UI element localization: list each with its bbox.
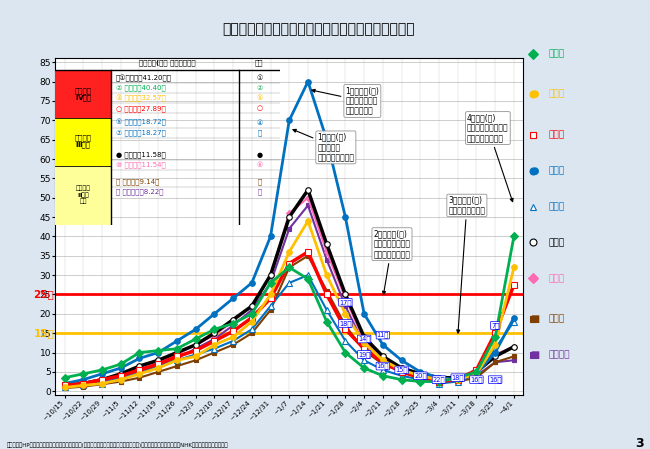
Text: 15位: 15位 [395, 367, 408, 373]
Text: ●: ● [530, 166, 539, 176]
Text: ▲: ▲ [530, 202, 538, 211]
Text: ⑮ 京都府：9.14人: ⑮ 京都府：9.14人 [116, 178, 159, 185]
Text: ⑯: ⑯ [257, 129, 261, 136]
Text: 3: 3 [635, 437, 644, 449]
Text: ⑤: ⑤ [256, 95, 263, 101]
Text: ② 沖縄県：40.40人: ② 沖縄県：40.40人 [116, 85, 166, 92]
Text: ◆: ◆ [530, 273, 538, 283]
Text: 厚生労働省HP「都道府県の医療提供体制等の状況(医療提供体制・監視体制・感染の状況)について（６指標）」及びNHK特設サイトなどから引用: 厚生労働省HP「都道府県の医療提供体制等の状況(医療提供体制・監視体制・感染の状… [6, 442, 228, 448]
Text: ⑲ 神奈川県：8.22人: ⑲ 神奈川県：8.22人 [116, 189, 163, 195]
Text: 2月２８日(日)
大阪・兵庫・京都
等への宣言を解除: 2月２８日(日) 大阪・兵庫・京都 等への宣言を解除 [374, 229, 411, 295]
Text: ○: ○ [256, 106, 263, 111]
Text: 奈良県: 奈良県 [549, 202, 565, 211]
Text: 19位: 19位 [358, 351, 370, 358]
Text: 沖縄県: 沖縄県 [549, 49, 565, 58]
Text: ⑩ 千葉県：11.54人: ⑩ 千葉県：11.54人 [116, 161, 166, 168]
Text: 1月１３日(水)
緊急事態宣言の
対象地域拡大: 1月１３日(水) 緊急事態宣言の 対象地域拡大 [312, 86, 380, 116]
Text: 奈良市: 奈良市 [549, 130, 565, 139]
Text: 17位: 17位 [339, 299, 352, 305]
Text: 7位: 7位 [491, 322, 499, 329]
Text: 22位: 22位 [433, 376, 445, 383]
Text: ■: ■ [530, 350, 539, 360]
Bar [55, 70, 111, 119]
Text: ②: ② [256, 85, 263, 91]
Text: ４月１日(木ま での直近１週: ４月１日(木ま での直近１週 [139, 60, 196, 66]
Text: ㉓: ㉓ [257, 178, 261, 185]
Bar [55, 119, 111, 166]
Text: 15人: 15人 [34, 328, 55, 338]
Text: 全　国: 全 国 [549, 238, 565, 247]
Text: 18位: 18位 [339, 320, 352, 327]
Bar [55, 166, 111, 224]
Text: 前週: 前週 [255, 60, 263, 66]
Text: 東京都: 東京都 [549, 166, 565, 175]
Text: ⑫: ⑫ [257, 189, 261, 195]
Text: 14位: 14位 [358, 336, 370, 342]
Text: ⑤ 東京都：18.72人: ⑤ 東京都：18.72人 [116, 119, 166, 126]
Text: ステージ
Ⅳ相当: ステージ Ⅳ相当 [75, 87, 92, 101]
Text: （①宮城県：41.20人）: （①宮城県：41.20人） [116, 75, 172, 82]
Text: ●: ● [256, 152, 263, 158]
Text: ⑦ 奈良県：18.27人: ⑦ 奈良県：18.27人 [116, 129, 166, 136]
Text: 直近１週間の人口１０万人当たりの陽性者数の推移: 直近１週間の人口１０万人当たりの陽性者数の推移 [222, 22, 415, 36]
Text: 京都府: 京都府 [549, 314, 565, 323]
Text: 18位: 18位 [452, 374, 464, 381]
Text: ③ 大阪府：32.57人: ③ 大阪府：32.57人 [116, 95, 166, 102]
Text: 1月７日(木)
１都３県に
緊急事態宣言発出: 1月７日(木) １都３県に 緊急事態宣言発出 [293, 129, 354, 162]
Text: 25人: 25人 [34, 290, 55, 299]
Text: ■: ■ [530, 130, 539, 140]
Text: ■: ■ [530, 314, 539, 324]
Text: 16位: 16位 [489, 376, 501, 383]
Text: ⑥: ⑥ [256, 162, 263, 168]
Text: ●: ● [530, 89, 539, 99]
Text: 16位: 16位 [376, 363, 389, 370]
Text: ④: ④ [256, 119, 263, 126]
Text: 11位: 11位 [377, 332, 389, 339]
Text: ◆: ◆ [530, 49, 538, 59]
Text: ●: ● [530, 238, 539, 247]
Text: 神奈川県: 神奈川県 [549, 350, 570, 359]
Text: ● 全　国：11.58人: ● 全 国：11.58人 [116, 151, 166, 158]
Text: 4月１日(木)
大阪・兵庫・宮城に
まん防適用を決定: 4月１日(木) 大阪・兵庫・宮城に まん防適用を決定 [467, 113, 513, 202]
Text: ステージ
Ⅱ相当
以下: ステージ Ⅱ相当 以下 [76, 186, 91, 204]
Text: 3月２１日(日)
緊急事態宣言解除: 3月２１日(日) 緊急事態宣言解除 [448, 196, 486, 333]
Text: ①: ① [256, 75, 263, 81]
Text: ○ 奈良市：27.89人: ○ 奈良市：27.89人 [116, 105, 166, 112]
Text: 阪　府: 阪 府 [549, 90, 565, 99]
Text: 20位: 20位 [414, 373, 426, 379]
Text: 千葉県: 千葉県 [549, 274, 565, 283]
Text: 16位: 16位 [470, 376, 483, 383]
Text: ステージ
Ⅲ相当: ステージ Ⅲ相当 [75, 134, 92, 148]
